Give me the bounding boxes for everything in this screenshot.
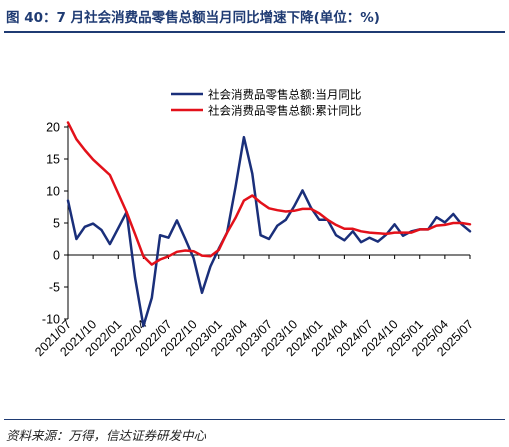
y-tick-label: 15 — [46, 153, 60, 167]
bottom-rule — [4, 419, 505, 420]
series-line-cumulative — [66, 121, 472, 266]
legend-label-cumulative: 社会消费品零售总额:累计同比 — [208, 104, 361, 118]
title-rule — [4, 31, 505, 33]
series-line-monthly — [66, 135, 472, 328]
y-tick-label: 20 — [46, 121, 60, 135]
y-tick-label: 5 — [53, 217, 60, 231]
y-tick-label: 0 — [53, 249, 60, 263]
axes: -10-5051015202021/072021/102022/012022/0… — [32, 121, 476, 360]
source-note: 资料来源：万得，信达证券研发中心 — [6, 428, 207, 443]
figure-title: 图 40：7 月社会消费品零售总额当月同比增速下降(单位：%) — [6, 10, 380, 26]
series-lines — [66, 121, 472, 328]
y-tick-label: -10 — [42, 313, 60, 327]
legend-label-monthly: 社会消费品零售总额:当月同比 — [208, 88, 361, 102]
y-tick-label: 10 — [46, 185, 60, 199]
y-tick-label: -5 — [49, 281, 60, 295]
